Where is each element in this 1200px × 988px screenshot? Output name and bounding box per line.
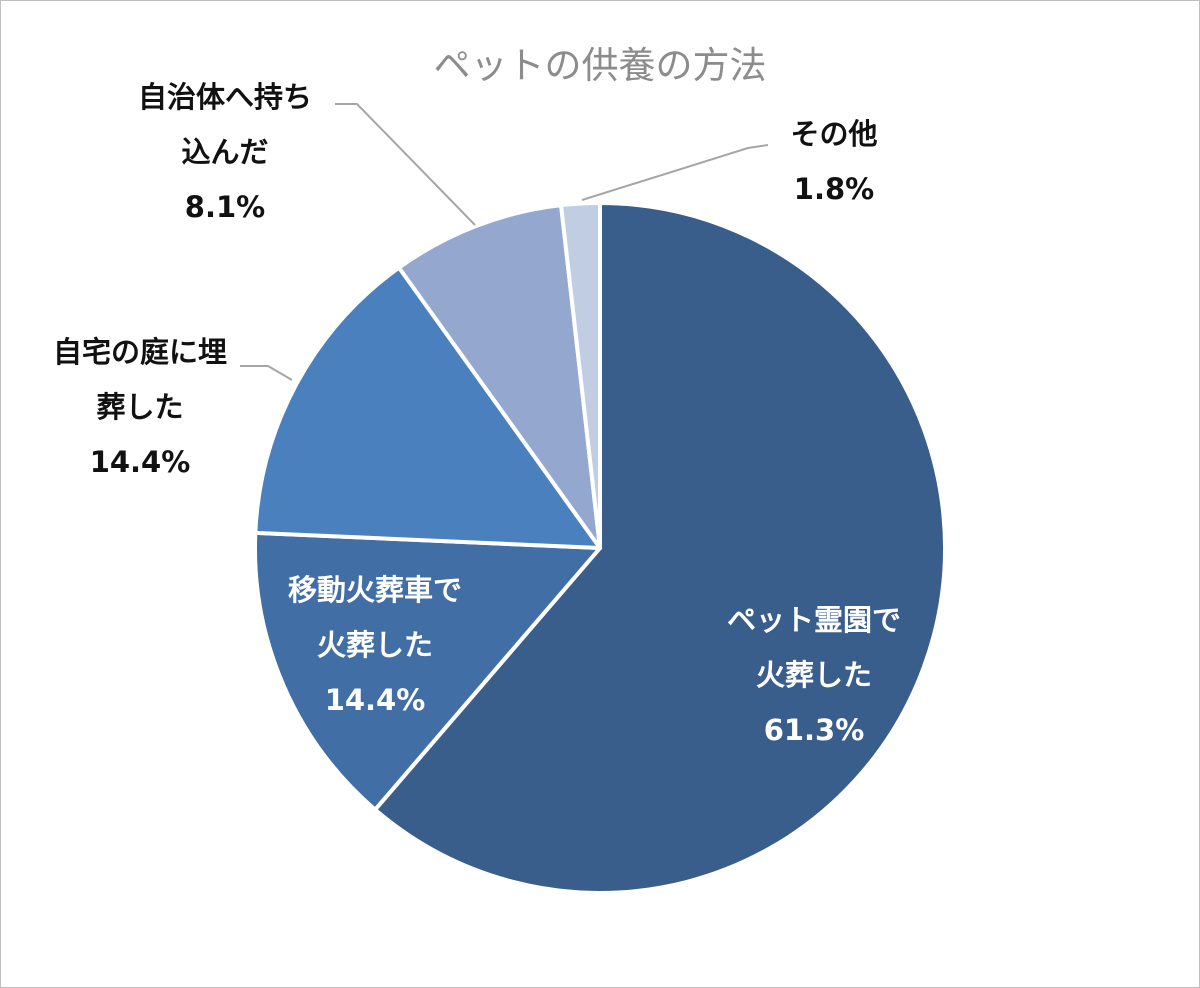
data-label-value: 1.8% <box>794 172 874 206</box>
chart-title: ペットの供養の方法 <box>434 44 767 87</box>
pie-slice-1 <box>373 201 948 895</box>
data-label-category: 火葬した <box>317 628 433 662</box>
data-label-category: ペット霊園で <box>727 603 901 637</box>
data-label-value: 61.3% <box>764 713 865 747</box>
data-label-category: 自宅の庭に埋 <box>53 335 227 369</box>
data-label-category: その他 <box>790 117 877 151</box>
data-label-category: 込んだ <box>181 135 268 169</box>
leader-line-3 <box>240 365 293 381</box>
pie-slice-4 <box>396 203 602 550</box>
data-label-category: 移動火葬車で <box>288 573 462 607</box>
data-label-5: その他 1.8% <box>790 117 877 206</box>
data-label-category: 火葬した <box>756 658 872 692</box>
data-label-category: 葬した <box>96 390 183 424</box>
leader-line-4 <box>335 103 476 226</box>
pie-slice-3 <box>253 265 602 550</box>
data-label-value: 14.4% <box>90 445 191 479</box>
data-label-1: ペット霊園で火葬した 61.3% <box>727 603 901 747</box>
data-label-4: 自治体へ持ち込んだ 8.1% <box>138 80 312 224</box>
pie-slice-5 <box>559 200 602 550</box>
data-labels: ペット霊園で火葬した 61.3%移動火葬車で火葬した 14.4%自宅の庭に埋葬した 1… <box>53 80 901 747</box>
leader-lines <box>240 103 769 381</box>
data-label-value: 14.4% <box>325 683 426 717</box>
data-label-value: 8.1% <box>185 190 265 224</box>
data-label-category: 自治体へ持ち <box>138 80 312 114</box>
pie-slice-2 <box>252 530 602 812</box>
data-label-3: 自宅の庭に埋葬した 14.4% <box>53 335 227 479</box>
leader-line-5 <box>581 144 769 201</box>
data-label-2: 移動火葬車で火葬した 14.4% <box>288 573 462 717</box>
pie-slices <box>252 200 948 895</box>
